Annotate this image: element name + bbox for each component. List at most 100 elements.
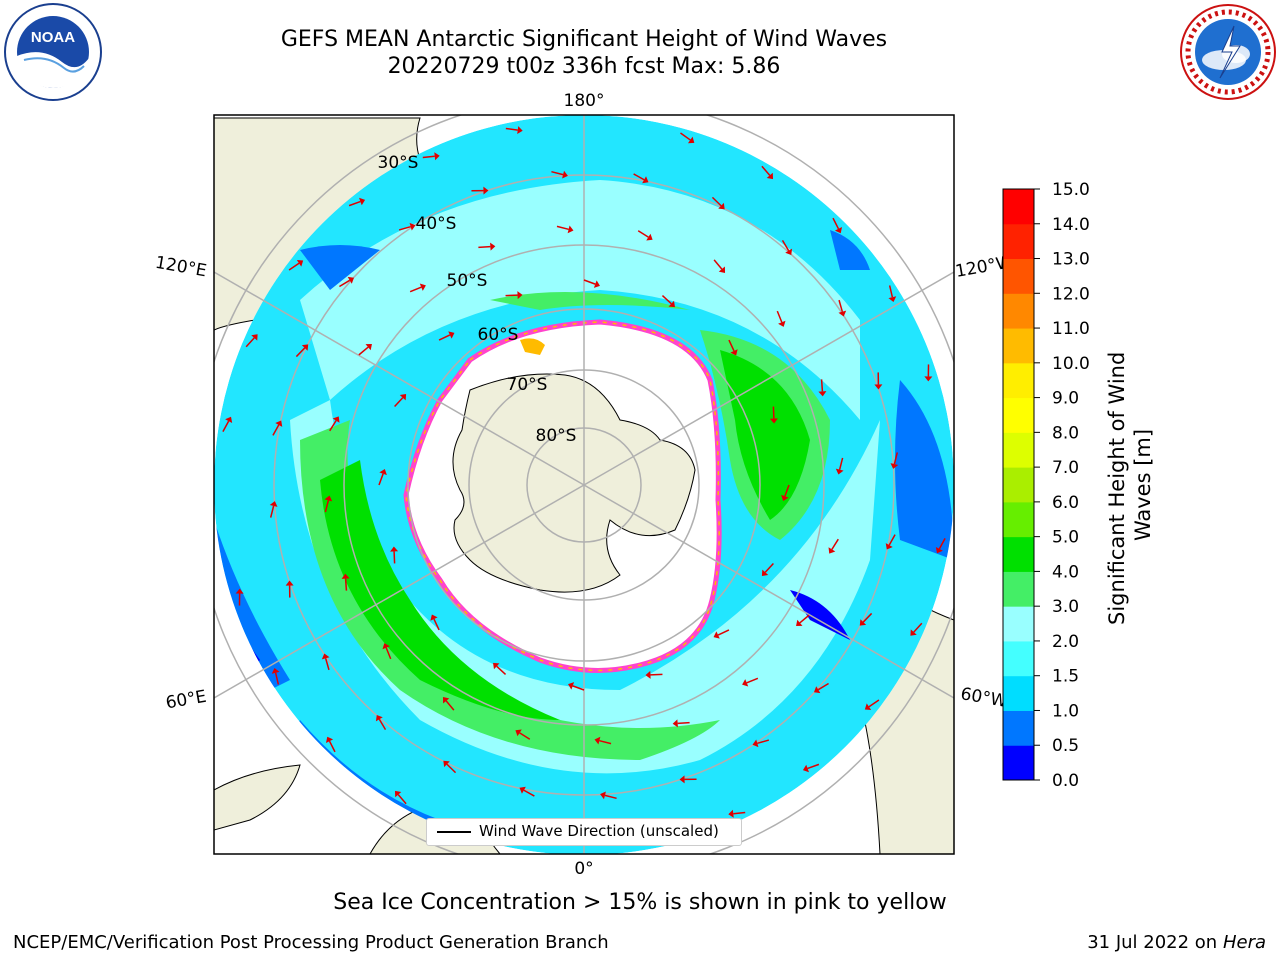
wave-direction-arrowhead (885, 543, 893, 550)
wave-direction-arrow (272, 424, 280, 436)
wave-direction-arrow (572, 685, 585, 691)
map-legend: Wind Wave Direction (unscaled) (426, 818, 742, 846)
graticule (214, 115, 954, 854)
wave-direction-arrow (329, 420, 337, 432)
wave-direction-arrow (496, 665, 507, 675)
wave-direction-arrow (397, 794, 407, 805)
wave-direction-arrowhead (718, 202, 725, 210)
colorbar-label-line1: Significant Height of Wind (1105, 352, 1129, 625)
colorbar-tick-label: 13.0 (1052, 250, 1090, 270)
wave-direction-arrow (838, 299, 844, 312)
colorbar-segment (1003, 223, 1034, 260)
colorbar-segment (1003, 606, 1034, 642)
colorbar-ticks: 0.0 0.5 1.0 1.5 2.0 3.0 4.0 5.0 6.0 7.0 8.0 9.0 10.0… (1034, 180, 1090, 791)
wave-direction-arrow (728, 339, 735, 352)
wave-direction-arrow (445, 700, 455, 711)
colorbar-segment (1003, 745, 1034, 781)
wave-direction-arrow (324, 500, 330, 513)
wave-direction-arrow (438, 334, 451, 341)
wave-direction-arrowhead (742, 679, 749, 687)
wave-direction-arrow (838, 457, 844, 470)
wave-direction-arrow (478, 245, 491, 249)
run-date: 31 Jul 2022 on (1087, 932, 1223, 953)
colorbar-segment (1003, 293, 1034, 329)
wave-direction-arrowhead (687, 136, 695, 144)
wave-direction-arrow (505, 127, 518, 131)
producer-credit: NCEP/EMC/Verification Post Processing Pr… (13, 932, 609, 953)
wave-direction-arrow (661, 295, 672, 305)
wind-wave-direction-arrows (222, 126, 946, 844)
wave-direction-arrowhead (519, 786, 526, 794)
run-date-credit: 31 Jul 2022 on Hera (1087, 932, 1266, 953)
colorbar-tick-label: 0.0 (1052, 771, 1079, 791)
wave-direction-arrowhead (325, 736, 334, 743)
wave-direction-arrow (222, 420, 230, 433)
lat-label-30s: 30°S (378, 153, 419, 173)
wave-direction-arrowhead (365, 343, 372, 351)
colorbar-tick-label: 10.0 (1052, 354, 1090, 374)
wave-direction-arrowhead (359, 197, 366, 206)
colorbar-segment (1003, 571, 1034, 607)
wave-direction-arrow (433, 618, 440, 631)
wave-direction-arrow (295, 347, 306, 358)
wave-direction-arrowhead (442, 697, 450, 704)
wave-direction-arrow (288, 262, 300, 271)
wave-direction-arrowhead (341, 573, 350, 579)
colorbar-tick-label: 9.0 (1052, 389, 1079, 409)
wave-direction-arrowhead (752, 739, 759, 748)
wave-direction-arrow (772, 406, 775, 419)
wave-direction-arrowhead (562, 170, 568, 179)
wave-direction-arrow (784, 484, 790, 497)
wave-direction-arrowhead (646, 233, 653, 241)
wave-direction-arrow (733, 811, 746, 815)
wave-direction-arrow (807, 763, 820, 770)
wave-direction-arrowhead (818, 391, 827, 397)
wave-direction-arrowhead (568, 682, 575, 690)
colorbar-tick-label: 5.0 (1052, 528, 1079, 548)
lat-label-50s: 50°S (447, 271, 488, 291)
wave-direction-arrowhead (394, 790, 402, 798)
wave-direction-arrow (633, 173, 645, 181)
wave-direction-arrowhead (781, 494, 789, 501)
wave-direction-arrowhead (375, 714, 383, 722)
wave-direction-arrow (339, 279, 351, 288)
wave-direction-arrow (551, 170, 564, 176)
wave-direction-arrow (817, 682, 829, 691)
wave-direction-arrow (761, 165, 771, 176)
wave-direction-arrowhead (493, 662, 500, 670)
wave-direction-arrowhead (713, 631, 720, 639)
wave-direction-arrow (781, 240, 790, 252)
wave-direction-arrowhead (838, 310, 847, 317)
wave-direction-arrowhead (434, 152, 440, 161)
wave-direction-arrowhead (567, 225, 574, 234)
wave-direction-arrow (505, 294, 518, 297)
wave-direction-arrowhead (828, 547, 836, 554)
wave-direction-arrowhead (448, 331, 455, 339)
colorbar-segment (1003, 640, 1034, 677)
wave-direction-arrow (832, 217, 840, 230)
wave-direction-arrow (764, 562, 774, 573)
wave-direction-arrowhead (515, 729, 522, 737)
lat-label-40s: 40°S (416, 214, 457, 234)
colorbar-tick-label: 11.0 (1052, 319, 1090, 339)
wave-direction-arrow (820, 379, 824, 392)
wave-direction-arrowhead (483, 186, 489, 195)
wave-direction-arrow (245, 337, 255, 348)
wave-direction-arrow (556, 225, 569, 231)
lat-label-80s: 80°S (536, 426, 577, 446)
wave-direction-arrowhead (296, 259, 304, 267)
lat-label-70s: 70°S (507, 375, 548, 395)
colorbar-segment (1003, 189, 1034, 225)
wave-direction-arrow (344, 578, 348, 591)
colorbar-tick-label: 8.0 (1052, 423, 1079, 443)
lat-label-60s: 60°S (478, 325, 519, 345)
colorbar-segment (1003, 362, 1034, 399)
wave-direction-arrowhead (419, 283, 426, 291)
wave-direction-arrow (599, 739, 612, 745)
wave-direction-arrowhead (600, 791, 606, 800)
wave-direction-arrowhead (679, 775, 685, 784)
wave-direction-arrowhead (859, 619, 867, 626)
wave-direction-arrow (378, 473, 384, 486)
colorbar-tick-label: 14.0 (1052, 215, 1090, 235)
